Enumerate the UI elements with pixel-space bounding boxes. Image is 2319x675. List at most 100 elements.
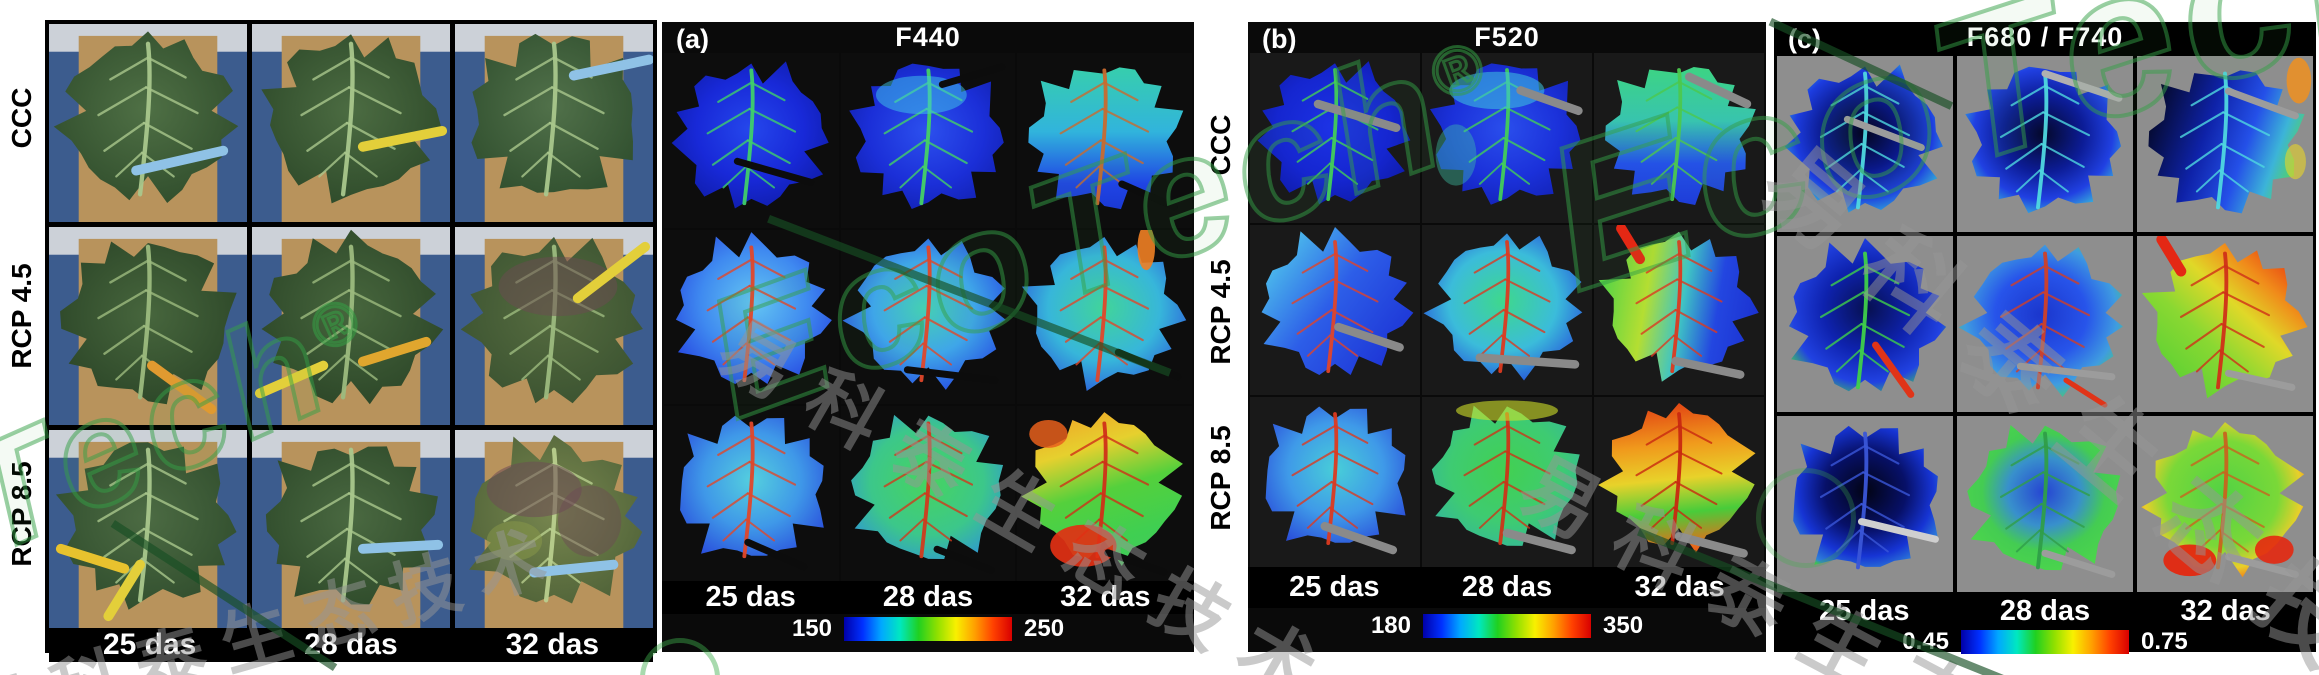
panel-a-titlebar: (a) F440 [662, 22, 1194, 54]
col-label-28das: 28 das [882, 581, 974, 614]
leaf-image [1257, 61, 1411, 205]
panel-c-titlebar: (c) F680 / F740 [1774, 22, 2316, 54]
leaf-image [1423, 233, 1583, 381]
panel-b-titlebar: (b) F520 [1248, 22, 1766, 54]
fluorescence-leaf-image [1777, 416, 1953, 592]
colorbar-min: 150 [791, 615, 832, 643]
leaf-image [675, 231, 832, 384]
fluorescence-leaf-image [1957, 416, 2133, 592]
row-label-rcp85: RCP 8.5 [1205, 425, 1236, 531]
leaf-image [1965, 66, 2123, 214]
leaf-shape [1788, 238, 1947, 392]
fluorescence-leaf-image [2137, 416, 2313, 592]
fluorescence-leaf-image [1594, 53, 1764, 224]
col-label-32das: 32 das [1634, 571, 1725, 604]
rgb-leaf-photo [252, 227, 450, 425]
rgb-photo-col-labels: 25 das 28 das 32 das [49, 628, 653, 662]
leaf-image [671, 61, 829, 209]
leaf-image [1261, 227, 1414, 376]
fluorescence-leaf-image [1250, 53, 1420, 224]
rgb-leaf-photo [455, 227, 653, 425]
leaf-image [1429, 63, 1583, 206]
colorbar-gradient [844, 617, 1012, 642]
fluorescence-leaf-image [664, 53, 839, 228]
fluorescence-leaf-image [1017, 229, 1192, 405]
rgb-leaf-photo [455, 24, 653, 222]
fluorescence-leaf-image [1422, 397, 1592, 568]
col-label-25das: 25 das [102, 628, 197, 661]
row-label-rcp85: RCP 8.5 [6, 461, 37, 567]
fluorescence-leaf-image [840, 53, 1016, 228]
colorbar-min: 180 [1370, 612, 1411, 639]
fluorescence-leaf-image [1594, 225, 1764, 396]
leaf-image [1958, 244, 2123, 408]
leaf-shape [842, 238, 1006, 390]
panel-b-tag: (b) [1262, 24, 1297, 54]
leaf-image [252, 24, 450, 222]
leaf-image [252, 227, 450, 425]
rgb-leaf-photo [455, 430, 653, 628]
col-label-32das: 32 das [505, 628, 600, 661]
col-label-25das: 25 das [1289, 571, 1380, 604]
leaf-image [1598, 403, 1756, 558]
rgb-leaf-photo [49, 430, 247, 628]
fluorescence-leaf-image [1250, 397, 1420, 568]
leaf-image [252, 430, 450, 628]
rgb-leaf-photo [252, 430, 450, 628]
rgb-leaf-photo [49, 24, 247, 222]
fluorescence-leaf-image [1422, 53, 1592, 224]
leaf-image [1967, 424, 2121, 578]
panel-a-col-labels: 25 das 28 das 32 das [662, 581, 1194, 615]
leaf-image [455, 24, 653, 222]
rgb-leaf-photo [252, 24, 450, 222]
panel-c-col-labels: 25 das 28 das 32 das [1774, 595, 2316, 628]
fluorescence-leaf-image [840, 406, 1016, 582]
colorbar-gradient [1423, 614, 1591, 638]
colorbar-min: 0.45 [1902, 628, 1949, 655]
row-label-rcp45: RCP 4.5 [1205, 259, 1236, 365]
col-label-28das: 28 das [304, 628, 398, 661]
panel-a-grid [662, 53, 1194, 582]
leaf-image [2148, 57, 2312, 214]
leaf-image [1784, 64, 1943, 213]
col-label-25das: 25 das [1819, 595, 1910, 627]
panel-f680-f740: (c) F680 / F740 25 das 28 das 32 das 0.4… [1774, 22, 2316, 655]
leaf-image [680, 416, 824, 571]
fluorescence-leaf-image [1777, 56, 1953, 232]
panel-a-colorbar: 150 250 [662, 614, 1194, 652]
leaf-image [49, 24, 247, 222]
fluorescence-leaf-image [1957, 56, 2133, 232]
colorbar-max: 0.75 [2141, 628, 2188, 655]
rgb-leaf-photo [49, 227, 247, 425]
panel-c-grid [1774, 53, 2316, 595]
leaf-image [1021, 412, 1184, 576]
leaf-image [1598, 225, 1759, 383]
leaf-image [842, 238, 1006, 390]
panel-c-title: F680 / F740 [1966, 22, 2124, 52]
leaf-shape [1021, 412, 1184, 567]
fluorescence-leaf-image [1594, 397, 1764, 568]
leaf-image [49, 430, 247, 628]
panel-b-colorbar: 180 350 [1248, 608, 1766, 652]
row-label-ccc: CCC [6, 87, 37, 149]
col-label-32das: 32 das [2180, 595, 2271, 627]
panel-f520: (b) F520 25 das 28 das 32 das 180 350 [1248, 22, 1766, 652]
leaf-image [2141, 422, 2305, 578]
col-label-32das: 32 das [1060, 581, 1151, 614]
panel-b-title: F520 [1474, 22, 1540, 53]
colorbar-max: 350 [1603, 612, 1644, 639]
fluorescence-leaf-image [1017, 53, 1192, 228]
fluorescence-leaf-image [1957, 236, 2133, 412]
row-label-rcp45: RCP 4.5 [6, 263, 37, 369]
fluorescence-leaf-image [664, 229, 839, 405]
leaf-image [49, 227, 247, 425]
panel-f440: (a) F440 25 das 28 das 32 das 150 250 [662, 22, 1194, 652]
col-label-28das: 28 das [1999, 595, 2091, 627]
rgb-photo-panel: 25 das 28 das 32 das [45, 20, 657, 662]
leaf-image [850, 415, 1003, 575]
leaf-image [2141, 236, 2308, 399]
row-label-ccc: CCC [1205, 114, 1236, 176]
leaf-image [1028, 67, 1184, 211]
fluorescence-leaf-image [2137, 56, 2313, 232]
